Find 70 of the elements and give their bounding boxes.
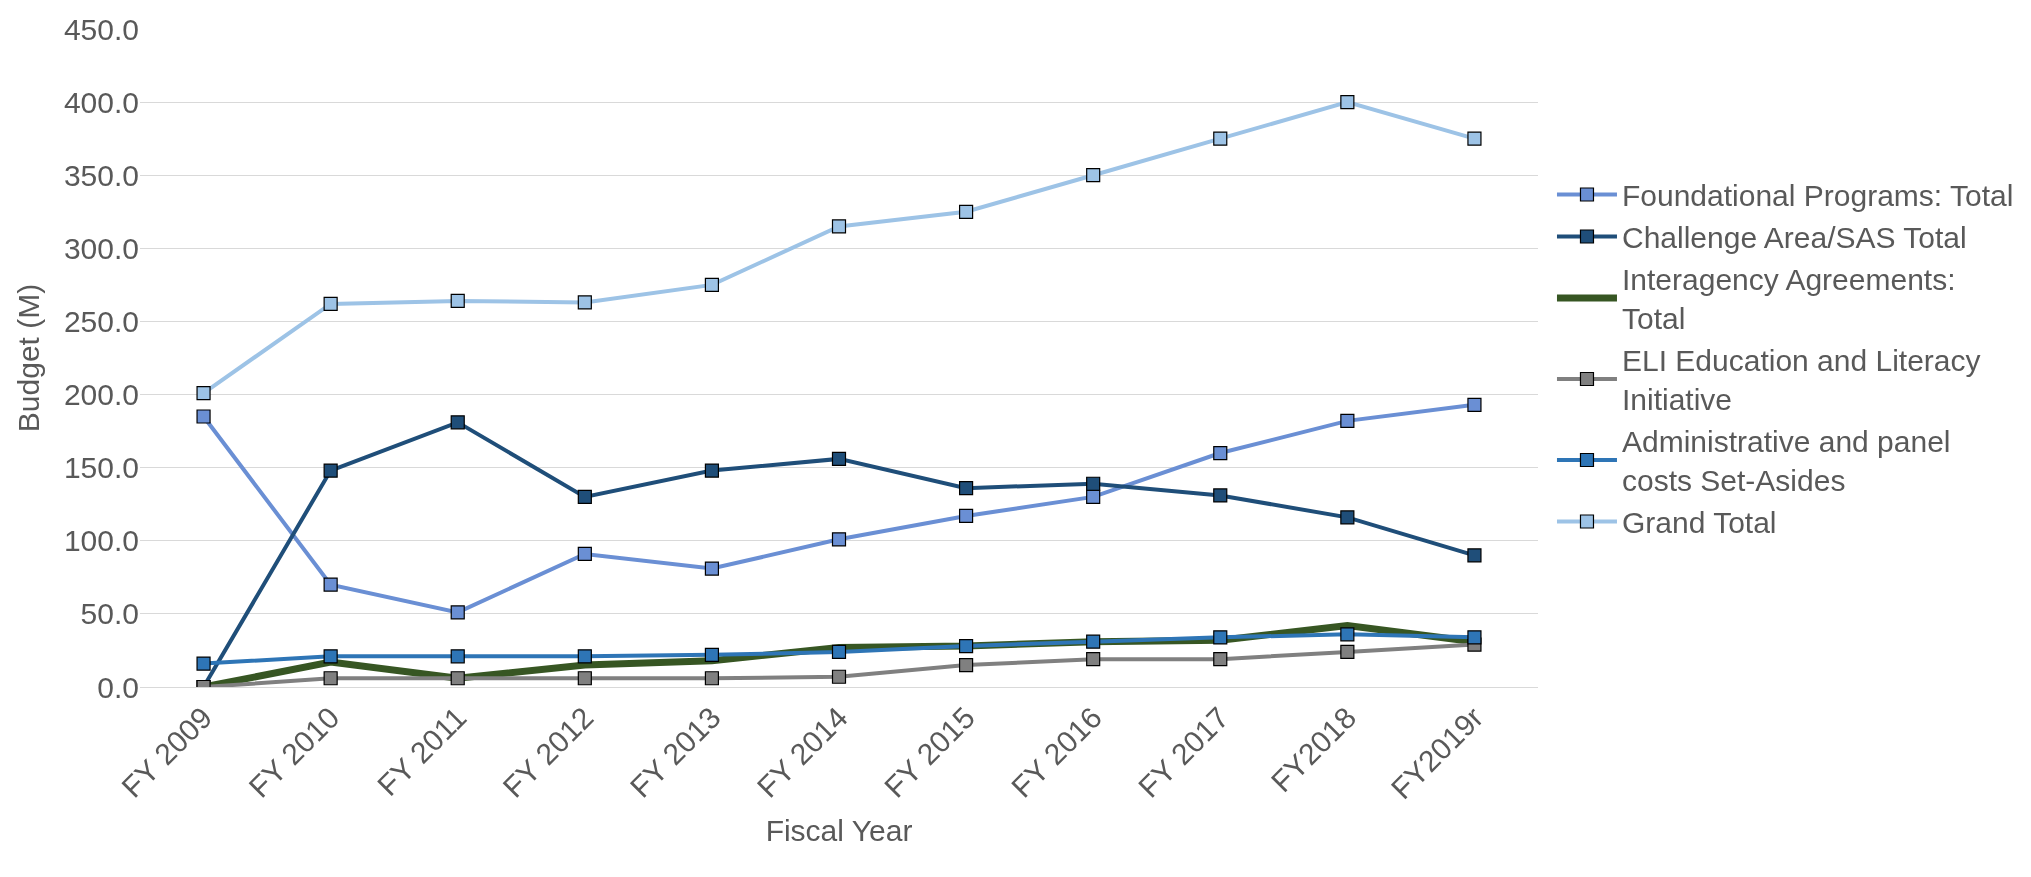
point	[704, 671, 720, 686]
point	[1213, 131, 1228, 146]
point	[577, 671, 592, 686]
point	[1340, 627, 1355, 642]
point	[704, 277, 720, 292]
point	[958, 481, 974, 496]
point	[1467, 397, 1482, 412]
y-tick-label: 200.0	[63, 378, 139, 412]
point	[1213, 488, 1228, 503]
point	[196, 409, 211, 424]
point	[1213, 630, 1228, 645]
point	[958, 657, 974, 673]
point	[1086, 476, 1101, 491]
legend-label: Administrative and panel costs Set-Asides	[1621, 425, 1951, 498]
point	[577, 546, 592, 562]
point	[1213, 445, 1228, 461]
point	[450, 649, 465, 664]
point	[1467, 131, 1482, 146]
y-axis-title: Budget (M)	[11, 283, 45, 433]
point	[1340, 413, 1355, 428]
point	[323, 649, 338, 664]
point	[704, 647, 720, 662]
y-tick-label: 350.0	[63, 158, 139, 192]
point	[1086, 168, 1101, 183]
y-tick-label: 300.0	[63, 231, 139, 265]
point	[450, 415, 465, 430]
point	[958, 204, 974, 219]
point	[1467, 548, 1482, 563]
point	[1086, 652, 1101, 667]
point	[704, 463, 720, 478]
point	[323, 577, 338, 592]
point	[1467, 630, 1482, 645]
point	[831, 219, 847, 234]
legend-label: Foundational Programs: Total	[1621, 179, 2014, 213]
point	[831, 532, 847, 547]
y-tick-label: 250.0	[63, 304, 139, 338]
y-tick-label: 0.0	[97, 670, 139, 704]
point	[450, 605, 465, 620]
point	[577, 295, 592, 310]
point	[196, 656, 211, 671]
point	[323, 296, 338, 311]
point	[1086, 634, 1101, 649]
legend-label: ELI Education and Literacy Initiative	[1621, 344, 1981, 417]
point	[1086, 489, 1101, 505]
y-tick-label: 150.0	[63, 451, 139, 485]
point	[958, 638, 974, 654]
point	[831, 451, 847, 466]
point	[450, 293, 465, 309]
y-tick-label: 450.0	[63, 12, 139, 46]
x-axis-title: Fiscal Year	[765, 813, 913, 847]
point	[450, 671, 465, 686]
legend-label: Interagency Agreements: Total	[1621, 263, 1956, 336]
point	[577, 489, 592, 505]
y-tick-label: 400.0	[63, 85, 139, 119]
point	[1340, 644, 1355, 660]
y-tick-label: 50.0	[80, 597, 139, 631]
point	[1340, 95, 1355, 110]
point	[323, 463, 338, 478]
point	[958, 508, 974, 524]
point	[1340, 510, 1355, 525]
legend-label: Challenge Area/SAS Total	[1621, 221, 1967, 255]
legend-label: Grand Total	[1621, 506, 1777, 540]
point	[1213, 652, 1228, 667]
point	[577, 649, 592, 664]
y-tick-label: 100.0	[63, 524, 139, 558]
point	[831, 669, 847, 684]
point	[323, 671, 338, 686]
point	[196, 385, 211, 401]
point	[704, 561, 720, 576]
point	[831, 644, 847, 660]
